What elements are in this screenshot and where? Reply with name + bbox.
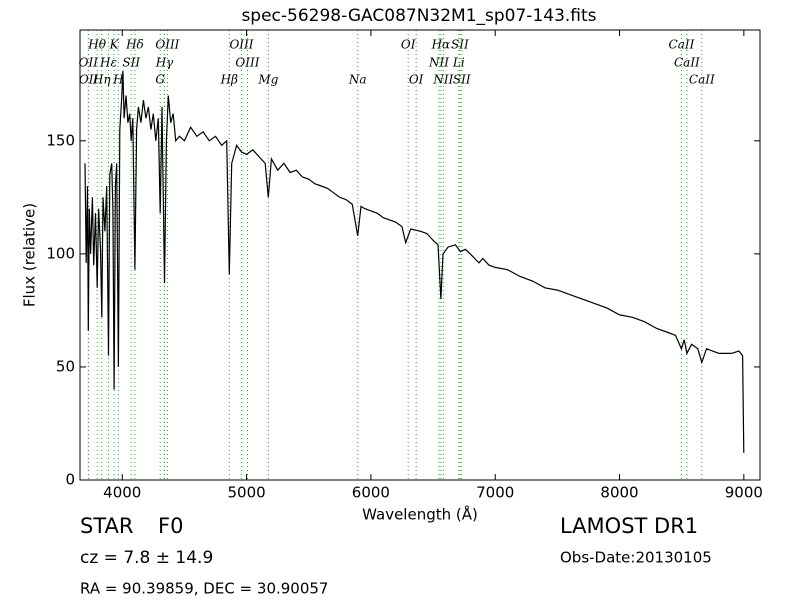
y-tick-label: 50 xyxy=(56,357,75,375)
spectral-line-label: SII xyxy=(451,38,469,52)
spectrum-line xyxy=(84,70,745,453)
spectral-line-label: Na xyxy=(348,73,367,87)
x-tick-label: 7000 xyxy=(476,484,514,502)
position-label: RA = 90.39859, DEC = 30.90057 xyxy=(80,580,328,598)
spectral-line-label: OII xyxy=(79,73,99,87)
release-label: LAMOST DR1 xyxy=(560,514,698,538)
spectral-line-label: CaII xyxy=(669,38,695,52)
obs-date-label: Obs-Date:20130105 xyxy=(560,549,712,567)
spectral-line-label: Hα xyxy=(431,38,451,52)
spectral-line-label: CaII xyxy=(674,56,700,70)
x-tick-label: 5000 xyxy=(227,484,265,502)
spectral-line-label: Hθ xyxy=(87,38,106,52)
redshift-label: cz = 7.8 ± 14.9 xyxy=(80,548,213,568)
spectral-line-label: Mg xyxy=(257,73,278,87)
spectral-line-label: CaII xyxy=(689,73,715,87)
y-tick-label: 0 xyxy=(65,471,75,489)
spectral-line-label: SII xyxy=(453,73,471,87)
spectral-line-label: H xyxy=(112,73,124,87)
spectral-line-label: OIII xyxy=(229,38,253,52)
x-tick-label: 8000 xyxy=(600,484,638,502)
spectral-line-label: OIII xyxy=(155,38,179,52)
spectral-line-label: Li xyxy=(452,56,465,70)
spectral-line-label: Hγ xyxy=(155,56,174,70)
plot-frame xyxy=(79,29,761,481)
chart-title: spec-56298-GAC087N32M1_sp07-143.fits xyxy=(241,6,596,26)
x-tick-label: 6000 xyxy=(352,484,390,502)
spectral-line-label: NII xyxy=(432,73,453,87)
y-tick-label: 150 xyxy=(46,131,75,149)
spectral-line-label: Hε xyxy=(99,56,117,70)
spectral-line-label: Hβ xyxy=(220,73,238,87)
spectral-line-label: SII xyxy=(122,56,140,70)
spectral-line-label: K xyxy=(109,38,120,52)
x-tick-label: 9000 xyxy=(725,484,763,502)
y-axis-label: Flux (relative) xyxy=(21,203,39,307)
spectral-line-label: G xyxy=(155,73,165,87)
spectral-line-label: Hη xyxy=(92,73,111,87)
spectral-line-label: OI xyxy=(401,38,416,52)
y-tick-label: 100 xyxy=(46,244,75,262)
x-tick-label: 4000 xyxy=(103,484,141,502)
spectral-line-label: OI xyxy=(409,73,424,87)
spectral-line-label: NII xyxy=(428,56,449,70)
spectral-line-label: OIII xyxy=(235,56,259,70)
subclass-label: F0 xyxy=(158,514,183,538)
x-axis-label: Wavelength (Å) xyxy=(362,505,478,524)
spectral-line-label: Hδ xyxy=(125,38,144,52)
class-label: STAR xyxy=(80,514,133,538)
